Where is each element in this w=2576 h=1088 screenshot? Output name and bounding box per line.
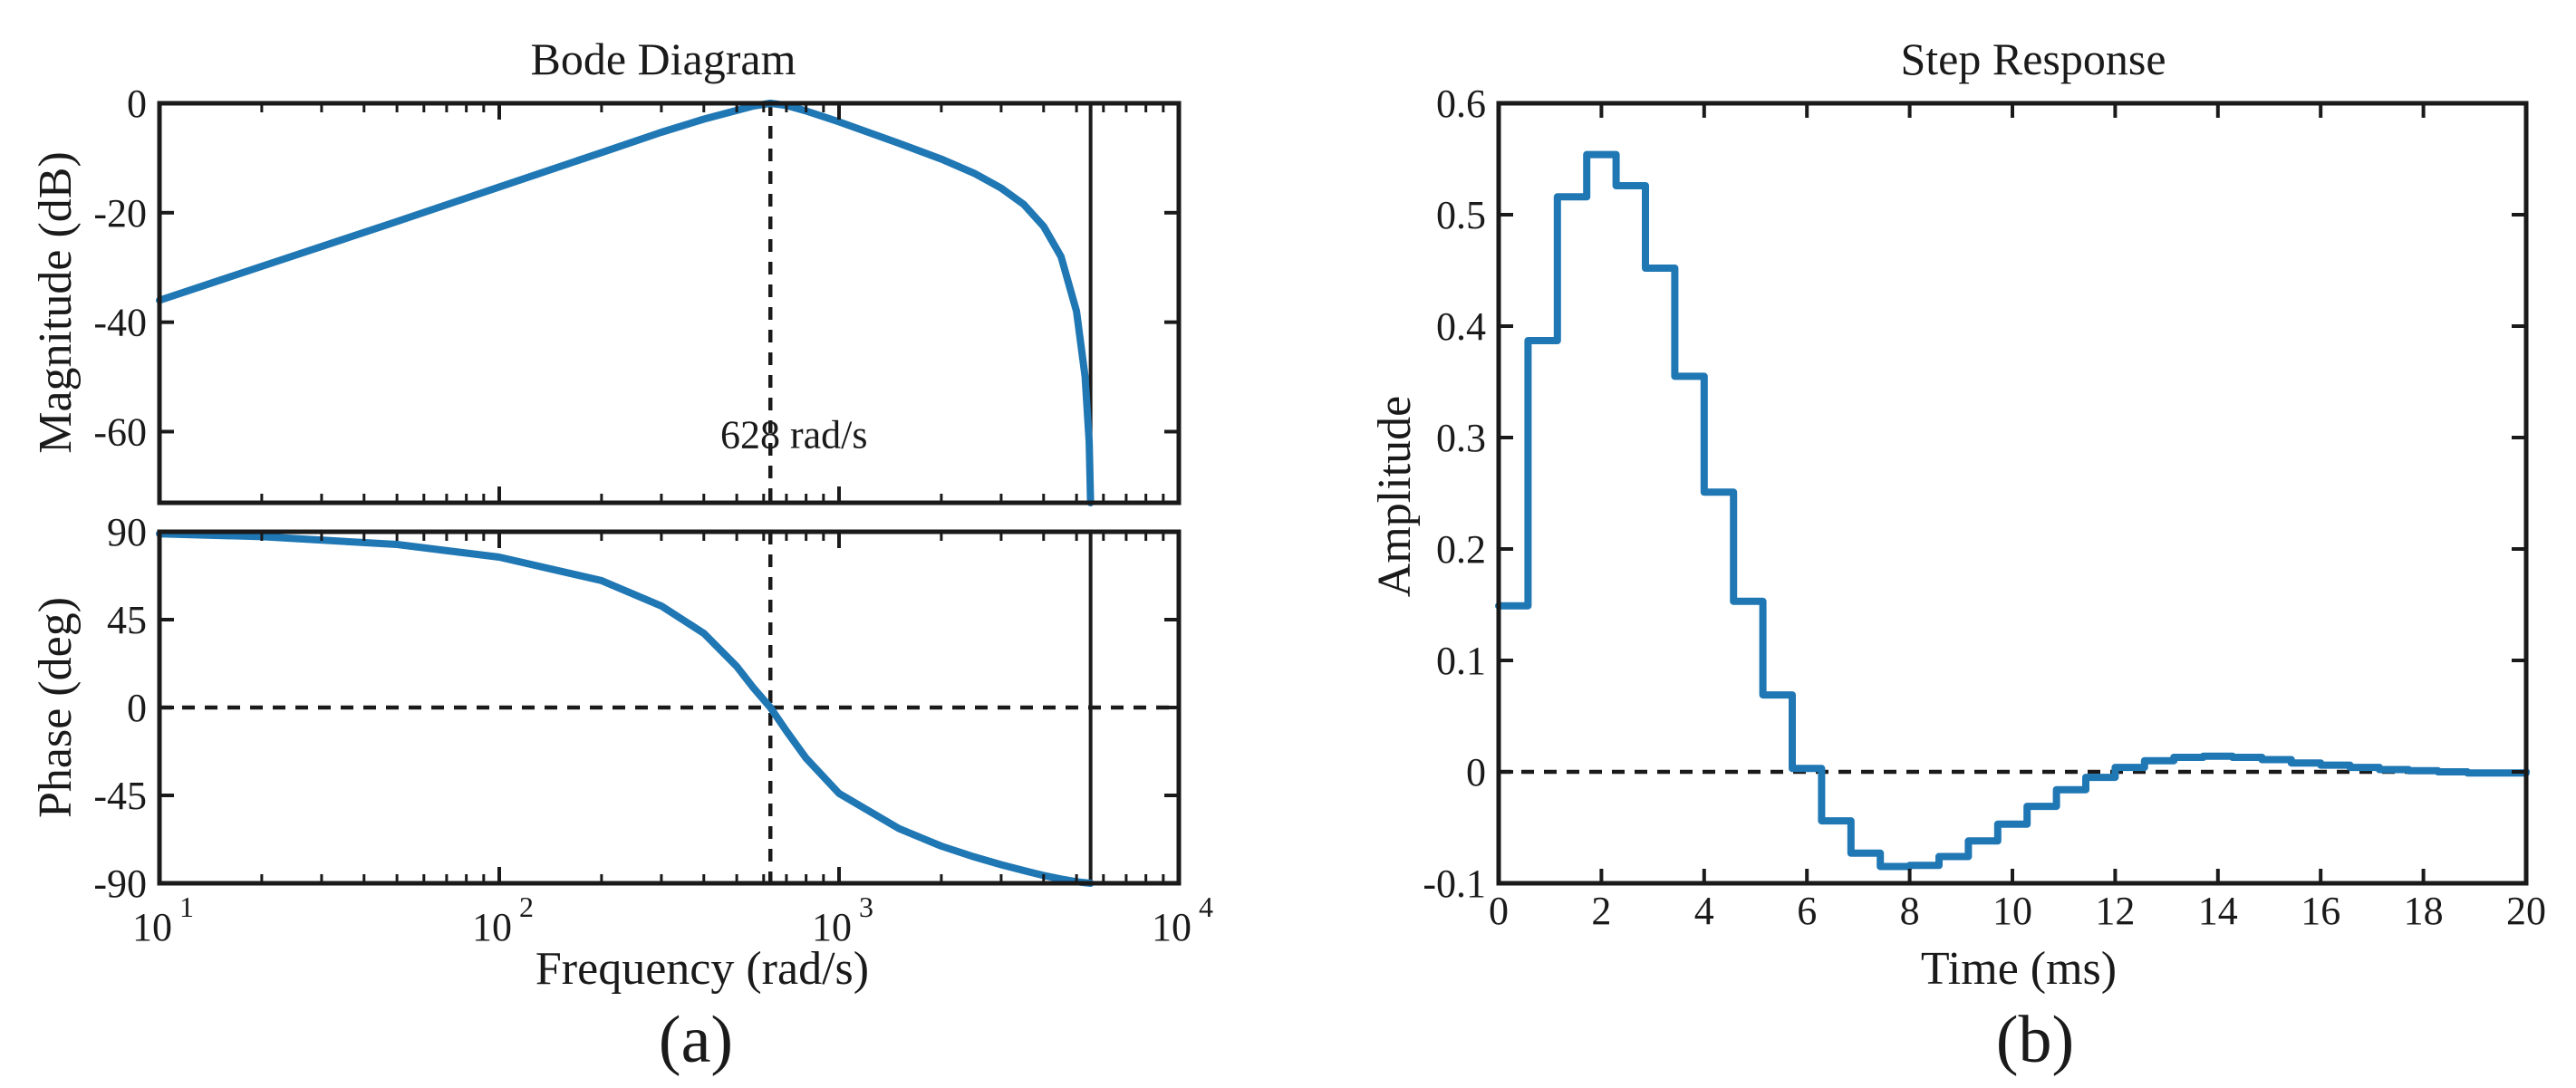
step-ytick-label: 0.1 — [1436, 639, 1486, 683]
magnitude-ytick-label: 0 — [127, 82, 147, 126]
phase-ytick-label: -90 — [93, 862, 147, 906]
bode-xtick-label: 10 — [1152, 905, 1192, 949]
bode-xtick-exponent: 2 — [519, 891, 534, 923]
phase-ytick-label: 45 — [107, 598, 147, 642]
step-xtick-label: 20 — [2506, 889, 2546, 933]
step-ytick-label: 0.5 — [1436, 193, 1486, 237]
bode-xtick-label: 10 — [472, 905, 512, 949]
phase-ytick-label: -45 — [93, 774, 147, 818]
step-ytick-label: 0.2 — [1436, 527, 1486, 572]
bode-xtick-exponent: 4 — [1199, 891, 1213, 923]
step-title: Step Response — [1900, 34, 2166, 84]
step-ytick-label: 0.4 — [1436, 304, 1486, 349]
step-xlabel: Time (ms) — [1921, 943, 2117, 995]
step-ytick-label: -0.1 — [1423, 862, 1486, 906]
magnitude-axes-frame — [157, 101, 1182, 505]
step-xtick-label: 4 — [1694, 889, 1714, 933]
step-xtick-label: 14 — [2198, 889, 2238, 933]
step-xtick-label: 0 — [1489, 889, 1509, 933]
magnitude-plot: 0 -20 -40 -60 628 rad/s Magnitude (dB) — [30, 82, 1182, 506]
bode-xtick-exponent: 3 — [859, 891, 873, 923]
phase-ytick-label: 0 — [127, 686, 147, 730]
step-xtick-label: 18 — [2404, 889, 2444, 933]
step-ylabel: Amplitude — [1369, 396, 1421, 597]
step-xtick-label: 8 — [1900, 889, 1920, 933]
step-ytick-label: 0.6 — [1436, 82, 1486, 126]
panel-label-b: (b) — [1996, 1003, 2074, 1077]
bode-xtick-label: 10 — [132, 905, 172, 949]
phase-ytick-label: 90 — [107, 510, 147, 554]
step-response-curve — [1495, 150, 2530, 871]
magnitude-ylabel: Magnitude (dB) — [30, 151, 82, 454]
phase-curve — [156, 530, 1095, 887]
step-xtick-label: 10 — [1992, 889, 2032, 933]
phase-plot: 90 45 0 -45 -90 Phase (deg) — [30, 510, 1182, 906]
bode-chart: Bode Diagram 0 -20 -40 -60 628 rad/s Magnit… — [30, 34, 1213, 1077]
panel-label-a: (a) — [659, 1003, 733, 1077]
step-xtick-label: 2 — [1591, 889, 1611, 933]
bode-xlabel: Frequency (rad/s) — [535, 943, 869, 995]
step-ytick-label: 0 — [1466, 750, 1486, 794]
step-chart: Step Response 0 2 4 6 8 10 12 14 16 18 20-0.100.10… — [1369, 34, 2546, 1077]
magnitude-ytick-label: -20 — [93, 191, 147, 236]
step-xtick-label: 6 — [1797, 889, 1817, 933]
magnitude-ytick-label: -60 — [93, 409, 147, 454]
phase-ylabel: Phase (deg) — [30, 597, 82, 818]
step-xtick-label: 16 — [2301, 889, 2340, 933]
bode-xtick-label: 10 — [812, 905, 852, 949]
center-frequency-annotation: 628 rad/s — [720, 412, 868, 457]
step-ytick-label: 0.3 — [1436, 416, 1486, 460]
magnitude-ytick-label: -40 — [93, 301, 147, 345]
bode-title: Bode Diagram — [531, 34, 796, 84]
step-xtick-label: 12 — [2095, 889, 2135, 933]
magnitude-curve — [156, 100, 1095, 506]
bode-xtick-exponent: 1 — [179, 891, 194, 923]
